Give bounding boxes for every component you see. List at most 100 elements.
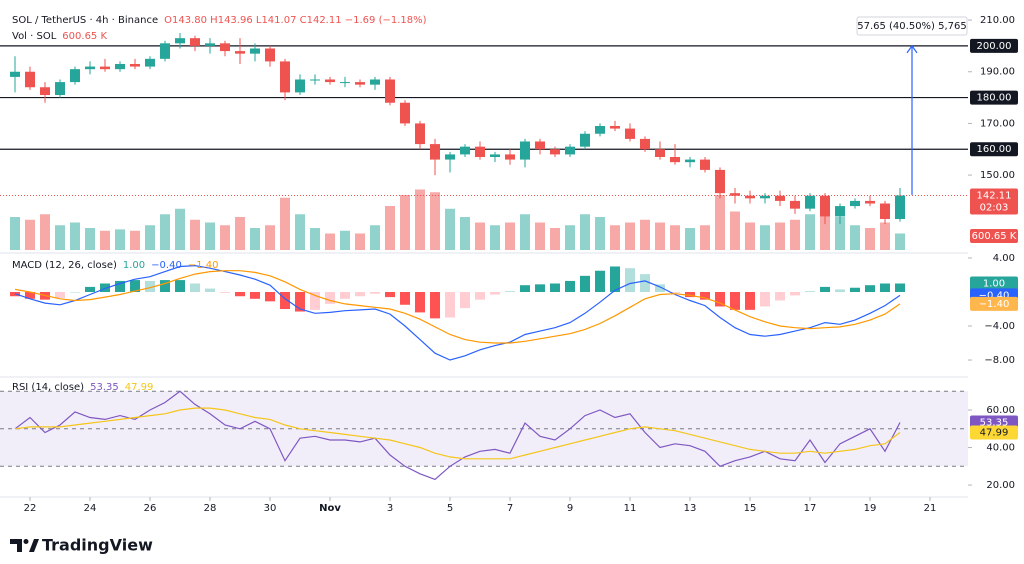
candle-body (220, 43, 230, 52)
volume-bar (670, 225, 680, 250)
candle-body (670, 156, 680, 163)
histogram-bar (820, 286, 830, 292)
x-tick-label: 3 (387, 503, 393, 514)
histogram-bar (205, 288, 215, 292)
candle-body (55, 82, 65, 95)
histogram-bar (685, 291, 695, 298)
candle-body (715, 169, 725, 194)
histogram-bar (850, 287, 860, 292)
candle-body (70, 69, 80, 83)
volume-bar (715, 195, 725, 250)
histogram-bar (670, 291, 680, 293)
candle-body (580, 133, 590, 147)
volume-bar (820, 211, 830, 250)
candle-body (520, 141, 530, 160)
price-badge-label: 600.65 K (972, 231, 1017, 242)
candle-body (805, 195, 815, 209)
volume-bar (535, 222, 545, 250)
y-tick-label: −8.00 (984, 355, 1015, 366)
histogram-bar (145, 280, 155, 292)
candle-body (40, 87, 50, 95)
volume-bar (295, 214, 305, 250)
x-tick-label: 9 (567, 503, 573, 514)
histogram-bar (310, 291, 320, 310)
histogram-bar (490, 291, 500, 295)
marks: 600.65 K 210.00 190.00 170.00 150.00 200.00 18… (0, 15, 1018, 514)
rsi-value: 53.35 (90, 382, 119, 393)
x-tick-label: 21 (924, 503, 937, 514)
x-tick-label: 15 (744, 503, 757, 514)
candle-body (115, 63, 125, 70)
y-tick-label: 170.00 (980, 118, 1015, 129)
candle-body (550, 149, 560, 155)
histogram-bar (835, 289, 845, 292)
indicator-line (14, 270, 901, 344)
price-badge (970, 188, 1018, 215)
histogram-bar (235, 291, 245, 297)
candle-body (325, 79, 335, 83)
price-badge (970, 90, 1018, 105)
volume-bar (745, 222, 755, 250)
volume-bar (310, 228, 320, 250)
volume-bar (115, 229, 125, 250)
volume-bar (805, 214, 815, 250)
y-tick-label: 210.00 (980, 15, 1015, 26)
price-badge-label: 47.99 (980, 428, 1009, 439)
candle-body (295, 79, 305, 93)
symbol-title: SOL / TetherUS · 4h · Binance (12, 15, 158, 26)
volume-legend: Vol · SOL 600.65 K (12, 31, 107, 42)
volume-bar (760, 225, 770, 250)
histogram-bar (70, 291, 80, 293)
volume-bar (25, 219, 35, 250)
candle-body (505, 154, 515, 160)
candle-body (175, 38, 185, 44)
price-badge-label: 180.00 (977, 93, 1012, 104)
candle-body (85, 66, 95, 70)
y-tick-label: 40.00 (986, 443, 1015, 454)
candle-body (610, 125, 620, 129)
histogram-bar (640, 274, 650, 292)
histogram-bar (385, 291, 395, 298)
candle-body (205, 43, 215, 46)
volume-bar (385, 206, 395, 250)
price-badge-label: −0.40 (979, 290, 1010, 301)
volume-bar (85, 228, 95, 250)
x-tick-label: 26 (144, 503, 157, 514)
histogram-bar (505, 291, 515, 292)
histogram-bar (55, 291, 65, 298)
price-badge-label: 160.00 (977, 144, 1012, 155)
candle-body (835, 206, 845, 217)
measure-arrowhead (906, 44, 918, 54)
volume-bar (895, 233, 905, 250)
volume-bar (145, 225, 155, 250)
candle-body (130, 63, 140, 67)
volume-bar (775, 222, 785, 250)
histogram-bar (805, 291, 815, 292)
histogram-bar (625, 268, 635, 292)
signal-value: −1.40 (188, 260, 219, 271)
candle-body (880, 203, 890, 219)
x-tick-label: 22 (24, 503, 37, 514)
volume-bar (70, 222, 80, 250)
histogram-bar (160, 280, 170, 292)
logo-dot (23, 539, 29, 544)
candle-body (865, 200, 875, 204)
histogram-bar (535, 284, 545, 292)
histogram-bar (295, 291, 305, 312)
histogram-bar (415, 291, 425, 313)
histogram-bar (130, 280, 140, 292)
histogram-bar (340, 291, 350, 299)
y-tick-label: −4.00 (984, 321, 1015, 332)
x-tick-label: 24 (84, 503, 97, 514)
x-tick-label: 19 (864, 503, 877, 514)
histogram-bar (175, 280, 185, 292)
candle-body (265, 48, 275, 62)
logo-mark (29, 539, 39, 552)
macd-value: −0.40 (151, 260, 182, 271)
volume-bar (640, 219, 650, 250)
indicator-line (14, 390, 901, 481)
volume-bar (700, 225, 710, 250)
y-tick-label: 60.00 (986, 405, 1015, 416)
histogram-bar (430, 291, 440, 319)
x-tick-label: 11 (624, 503, 637, 514)
